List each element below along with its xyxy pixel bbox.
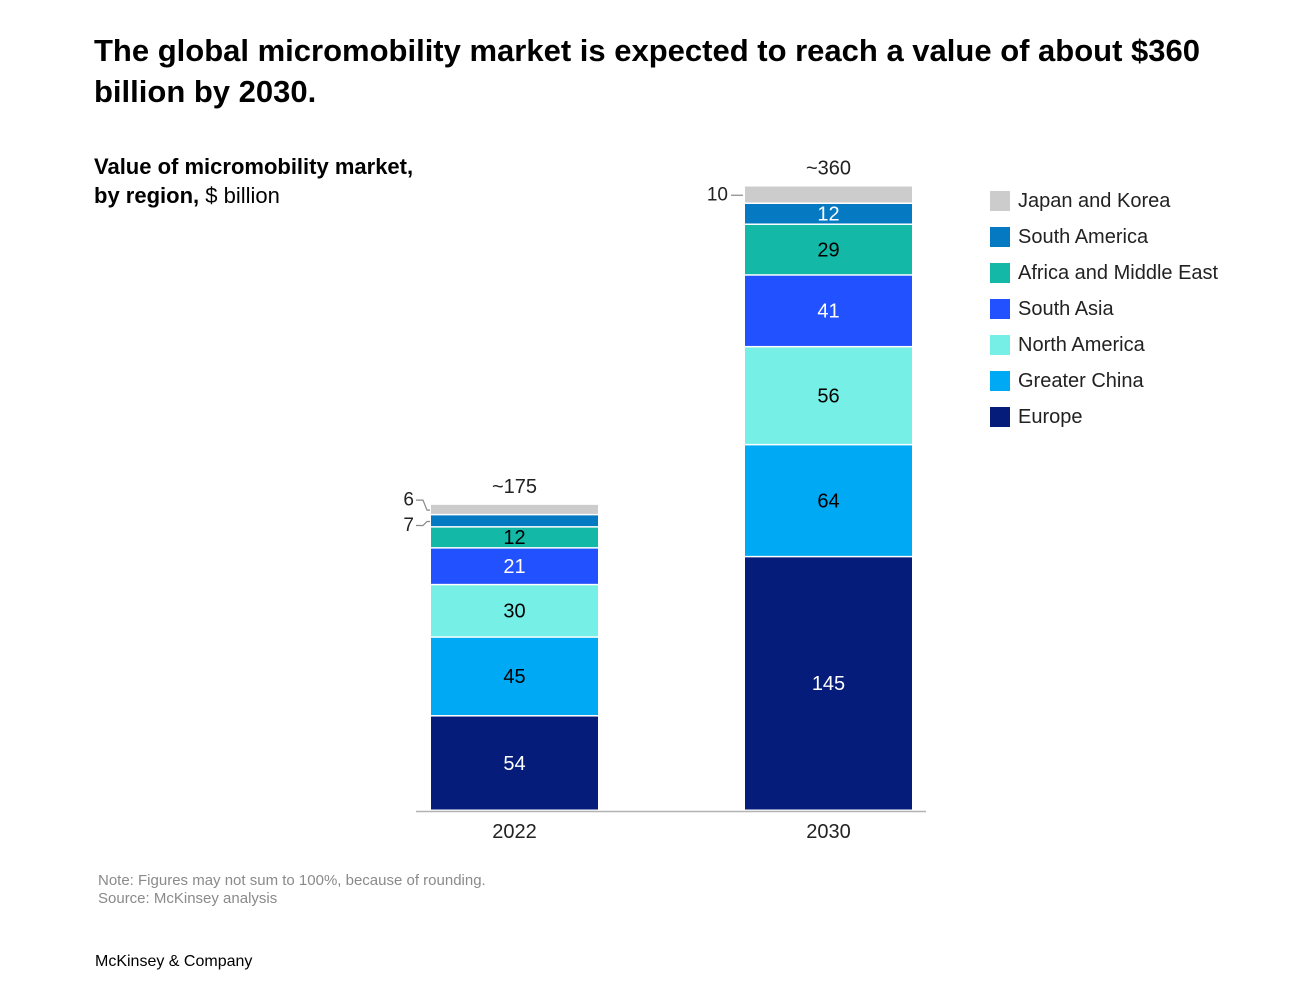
total-label-2022: ~175 — [492, 476, 537, 498]
data-label-japan-and-korea-2030: 10 — [707, 185, 728, 206]
data-label-south-asia-2022: 21 — [503, 556, 525, 578]
legend-swatch — [990, 191, 1010, 211]
bar-segment-japan-and-korea-2030 — [745, 186, 912, 203]
bar-segment-south-america-2030 — [745, 203, 912, 224]
brand-name: McKinsey & Company — [95, 953, 253, 970]
data-label-africa-and-middle-east-2022: 12 — [503, 527, 525, 549]
data-label-north-america-2030: 56 — [817, 385, 839, 407]
bar-segment-north-america-2030 — [745, 347, 912, 444]
legend-swatch — [990, 263, 1010, 283]
legend-swatch — [990, 335, 1010, 355]
chart-legend: Japan and Korea South America Africa and M… — [990, 183, 1218, 435]
legend-label: Japan and Korea — [1018, 189, 1171, 212]
subtitle-line-1: Value of micromobility market, — [94, 154, 414, 179]
bar-segment-greater-china-2022 — [431, 637, 598, 716]
legend-swatch — [990, 227, 1010, 247]
legend-swatch — [990, 407, 1010, 427]
data-label-greater-china-2022: 45 — [503, 666, 525, 688]
bar-segment-south-asia-2030 — [745, 275, 912, 346]
total-label-2030: ~360 — [806, 157, 851, 179]
legend-item-japan-and-korea: Japan and Korea — [990, 183, 1218, 219]
data-label-south-asia-2030: 41 — [817, 301, 839, 323]
data-label-greater-china-2030: 64 — [817, 490, 839, 512]
legend-swatch — [990, 371, 1010, 391]
subtitle-line-2: by region, $ billion — [94, 181, 413, 210]
legend-label: Europe — [1018, 405, 1083, 428]
footnote-source: Source: McKinsey analysis — [98, 890, 278, 907]
bar-segment-africa-and-middle-east-2030 — [745, 224, 912, 275]
data-label-south-america-2022: 7 — [403, 515, 414, 536]
legend-item-south-america: South America — [990, 219, 1218, 255]
leader-line-south-america-2022 — [416, 520, 430, 527]
chart-subtitle: Value of micromobility market, by region… — [94, 152, 413, 210]
x-tick-label-2022: 2022 — [492, 821, 537, 843]
data-label-europe-2022: 54 — [503, 753, 525, 775]
leader-line-japan-and-korea-2022 — [416, 499, 430, 511]
bar-segment-north-america-2022 — [431, 585, 598, 637]
data-label-japan-and-korea-2022: 6 — [403, 490, 414, 511]
legend-label: Greater China — [1018, 369, 1144, 392]
legend-item-south-asia: South Asia — [990, 291, 1218, 327]
data-label-south-america-2030: 12 — [817, 203, 839, 225]
bar-segment-greater-china-2030 — [745, 445, 912, 556]
legend-item-north-america: North America — [990, 327, 1218, 363]
chart-footnotes: Note: Figures may not sum to 100%, becau… — [98, 872, 486, 908]
legend-item-europe: Europe — [990, 399, 1218, 435]
legend-label: South America — [1018, 225, 1149, 248]
legend-label: North America — [1018, 333, 1145, 356]
bar-segment-europe-2022 — [431, 716, 598, 810]
bar-segment-japan-and-korea-2022 — [431, 504, 598, 514]
bar-segment-europe-2030 — [745, 557, 912, 810]
data-label-europe-2030: 145 — [812, 673, 845, 695]
legend-swatch — [990, 299, 1010, 319]
x-tick-label-2030: 2030 — [806, 821, 851, 843]
subtitle-unit: $ billion — [199, 183, 280, 208]
footnote-note: Note: Figures may not sum to 100%, becau… — [98, 872, 486, 889]
legend-label: South Asia — [1018, 297, 1114, 320]
legend-item-africa-and-middle-east: Africa and Middle East — [990, 255, 1218, 291]
bar-segment-south-america-2022 — [431, 515, 598, 527]
bar-segment-south-asia-2022 — [431, 548, 598, 584]
chart-headline: The global micromobility market is expec… — [94, 33, 1201, 109]
bar-segment-africa-and-middle-east-2022 — [431, 527, 598, 548]
data-label-africa-and-middle-east-2030: 29 — [817, 239, 839, 261]
legend-item-greater-china: Greater China — [990, 363, 1218, 399]
subtitle-dimension: by region, — [94, 183, 200, 208]
legend-label: Africa and Middle East — [1018, 261, 1219, 284]
data-label-north-america-2022: 30 — [503, 601, 525, 623]
